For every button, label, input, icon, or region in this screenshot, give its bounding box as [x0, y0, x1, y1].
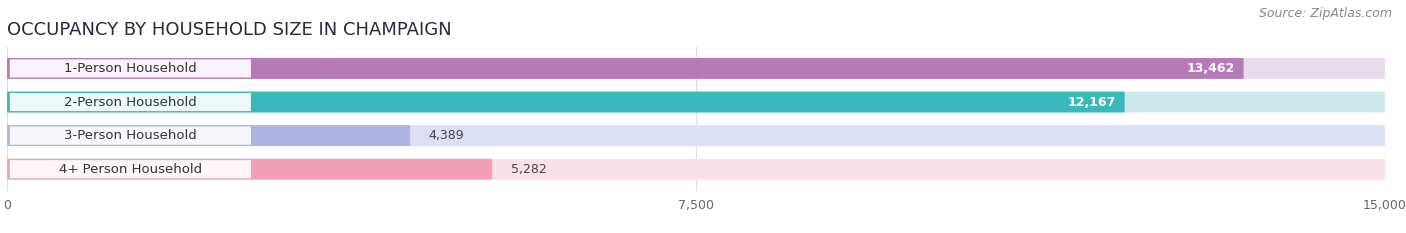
FancyBboxPatch shape: [7, 92, 1125, 113]
FancyBboxPatch shape: [7, 125, 1385, 146]
FancyBboxPatch shape: [10, 127, 250, 145]
Text: 4+ Person Household: 4+ Person Household: [59, 163, 202, 176]
Text: Source: ZipAtlas.com: Source: ZipAtlas.com: [1258, 7, 1392, 20]
Text: 12,167: 12,167: [1067, 96, 1115, 109]
FancyBboxPatch shape: [7, 125, 411, 146]
FancyBboxPatch shape: [7, 58, 1244, 79]
FancyBboxPatch shape: [7, 159, 492, 180]
FancyBboxPatch shape: [7, 58, 1385, 79]
FancyBboxPatch shape: [7, 159, 1385, 180]
Text: 1-Person Household: 1-Person Household: [65, 62, 197, 75]
Text: OCCUPANCY BY HOUSEHOLD SIZE IN CHAMPAIGN: OCCUPANCY BY HOUSEHOLD SIZE IN CHAMPAIGN: [7, 21, 451, 39]
Text: 13,462: 13,462: [1187, 62, 1234, 75]
Text: 2-Person Household: 2-Person Household: [65, 96, 197, 109]
FancyBboxPatch shape: [10, 59, 250, 78]
FancyBboxPatch shape: [7, 92, 1385, 113]
FancyBboxPatch shape: [10, 160, 250, 178]
Text: 3-Person Household: 3-Person Household: [65, 129, 197, 142]
Text: 5,282: 5,282: [510, 163, 547, 176]
FancyBboxPatch shape: [10, 93, 250, 111]
Text: 4,389: 4,389: [429, 129, 464, 142]
